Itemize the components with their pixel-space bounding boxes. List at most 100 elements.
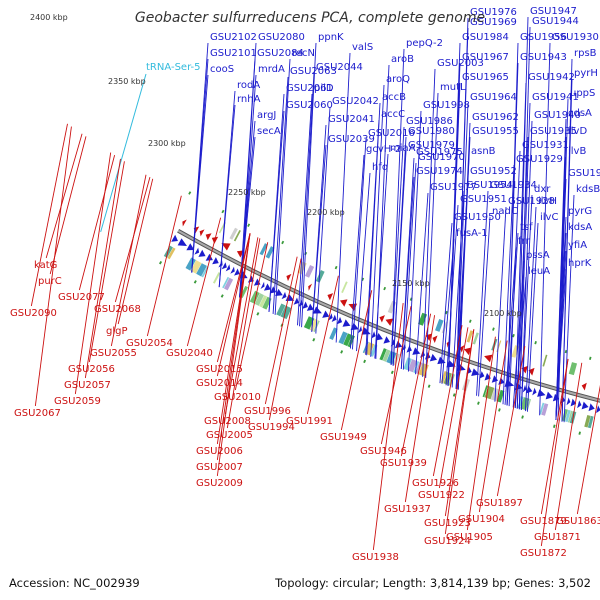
forward-label-line	[392, 150, 407, 366]
cog-segment	[403, 357, 412, 371]
reverse-cog-segment	[229, 227, 238, 240]
forward-gene-label: GSU2063	[290, 66, 337, 77]
reverse-gene-label: GSU1924	[424, 536, 471, 547]
reverse-gene-label: GSU2006	[196, 446, 243, 457]
forward-label-line	[502, 164, 515, 405]
forward-gene-label: GSU1969	[470, 17, 517, 28]
forward-gene	[306, 303, 314, 311]
forward-gene	[194, 247, 200, 255]
cog-segment	[415, 361, 423, 375]
cog-segment	[259, 295, 268, 308]
forward-label-line	[506, 232, 519, 406]
marker-dot	[468, 319, 472, 323]
forward-gene-label: rodA	[237, 80, 260, 91]
forward-label-line	[390, 126, 405, 365]
reverse-gene	[327, 293, 334, 301]
forward-label-line	[400, 176, 415, 369]
reverse-gene-label: GSU1926	[412, 478, 459, 489]
reverse-gene-label: GSU1946	[360, 446, 407, 457]
forward-gene	[212, 257, 219, 265]
reverse-label-line	[540, 358, 569, 547]
reverse-label-line	[576, 384, 600, 515]
cog-segment	[185, 257, 196, 271]
forward-gene	[328, 313, 333, 321]
reverse-gene-label: GSU1937	[384, 504, 431, 515]
reverse-gene-label: GSU1949	[320, 432, 367, 443]
forward-gene	[186, 243, 195, 251]
forward-gene	[412, 347, 421, 355]
cog-segment	[276, 303, 286, 317]
forward-label-line	[239, 136, 256, 298]
forward-label-line	[504, 246, 517, 405]
marker-dot	[492, 327, 495, 331]
reverse-gene-label: GSU2008	[204, 416, 251, 427]
forward-gene-label: GSU1980	[408, 126, 455, 137]
forward-gene-label: cdsA	[568, 108, 592, 119]
reverse-label-line	[400, 313, 432, 457]
forward-gene-label: GSU2042	[332, 96, 379, 107]
forward-gene-label: GSU1984	[462, 32, 509, 43]
reverse-gene-label: GSU1905	[446, 532, 493, 543]
forward-gene	[429, 353, 437, 362]
forward-gene-label: aroQ	[386, 74, 410, 85]
forward-gene-label: secA	[257, 126, 281, 137]
map-title: Geobacter sulfurreducens PCA, complete g…	[135, 10, 485, 26]
reverse-label-line	[186, 217, 222, 347]
marker-dot	[363, 359, 367, 364]
forward-gene	[588, 403, 595, 412]
forward-gene	[532, 387, 537, 396]
reverse-gene	[432, 335, 438, 343]
kbp-tick-label: 2250 kbp	[228, 188, 266, 197]
forward-gene	[596, 405, 600, 414]
forward-label-line	[311, 144, 327, 332]
reverse-cog-segment	[568, 362, 578, 376]
cog-segment	[379, 348, 387, 361]
forward-gene-label: GSU1935	[530, 126, 577, 137]
forward-label-line	[555, 268, 567, 420]
forward-gene-label: GSU2084	[257, 48, 304, 59]
forward-gene-label: GSU2016	[368, 128, 415, 139]
reverse-gene-label: GSU2014	[196, 378, 243, 389]
forward-gene-label: GSU2101	[210, 48, 257, 59]
reverse-gene-label: GSU2007	[196, 462, 243, 473]
forward-gene-label: GSU1977	[430, 182, 477, 193]
forward-gene	[331, 314, 337, 322]
reverse-label-line	[554, 362, 583, 531]
cog-segment	[223, 277, 234, 291]
forward-label-lines	[100, 16, 575, 423]
forward-gene	[479, 371, 485, 379]
reverse-gene-label: GSU2055	[90, 348, 137, 359]
forward-gene-label: gcvH-2	[366, 144, 401, 155]
marker-dot	[256, 312, 260, 316]
marker-dot	[193, 280, 197, 284]
forward-label-line	[539, 42, 551, 416]
forward-gene-label: GSU1986	[406, 116, 453, 127]
forward-gene	[357, 325, 362, 334]
forward-gene	[566, 397, 571, 406]
forward-gene	[383, 336, 390, 344]
forward-gene	[522, 384, 527, 393]
reverse-gene	[182, 219, 187, 227]
reverse-label-line	[234, 242, 269, 391]
forward-gene-label: ilvB	[568, 146, 586, 157]
forward-label-line	[425, 92, 439, 379]
cog-segment	[329, 327, 338, 340]
marker-dot	[158, 260, 163, 265]
forward-label-line	[456, 156, 470, 390]
forward-gene-label: GSU1967	[462, 52, 509, 63]
forward-gene-label: GSU1979	[408, 140, 455, 151]
forward-gene-label: dxr	[534, 184, 551, 195]
marker-dot	[221, 209, 225, 214]
forward-gene	[322, 310, 330, 318]
reverse-label-line	[78, 155, 116, 291]
forward-gene-label: mutL	[440, 82, 466, 93]
reverse-gene-label: GSU2040	[166, 348, 213, 359]
reverse-cog-segment	[265, 246, 275, 259]
rna-gene-label: tRNA-Ser-5	[146, 62, 201, 73]
forward-label-line	[518, 26, 531, 410]
forward-label-line	[274, 58, 291, 315]
forward-gene-label: uppS	[570, 88, 595, 99]
reverse-gene	[581, 382, 587, 391]
reverse-gene	[199, 229, 205, 237]
forward-gene-label: GSU1929	[516, 154, 563, 165]
